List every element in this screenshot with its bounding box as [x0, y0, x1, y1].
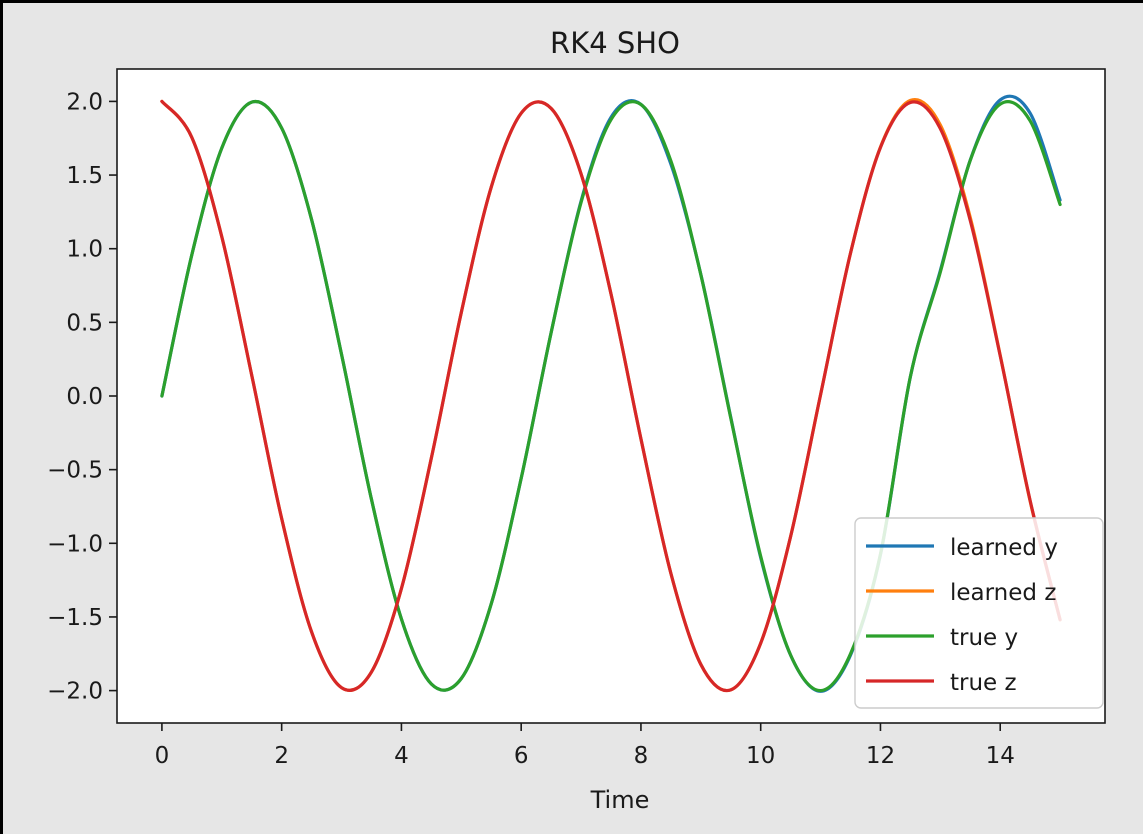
y-tick-label: 0.5	[66, 310, 103, 336]
y-tick-label: −1.0	[47, 531, 103, 557]
x-tick-label: 2	[274, 743, 289, 769]
y-tick-label: −0.5	[47, 458, 103, 484]
series-layer	[160, 94, 1062, 693]
y-tick-label: 1.0	[66, 237, 103, 263]
x-tick-label: 0	[155, 743, 170, 769]
x-tick-label: 4	[394, 743, 409, 769]
chart-title: RK4 SHO	[550, 26, 680, 60]
x-tick-label: 6	[514, 743, 529, 769]
legend-label: true y	[950, 625, 1018, 651]
y-tick-label: 2.0	[66, 89, 103, 115]
x-tick-label: 14	[986, 743, 1015, 769]
legend-box	[854, 517, 1104, 709]
series-line-true-y	[160, 99, 1062, 693]
y-axis: 2.0 1.5 1.0 0.5 0.0 −0.5 −1.0 −1.5 −2.0	[47, 89, 117, 705]
y-tick-label: 0.0	[66, 384, 103, 410]
legend: learned y learned z true y true z	[854, 517, 1104, 709]
x-tick-label: 10	[746, 743, 775, 769]
y-tick-label: −2.0	[47, 679, 103, 705]
x-axis-label: Time	[590, 786, 650, 814]
x-tick-label: 12	[866, 743, 895, 769]
legend-label: learned y	[950, 535, 1058, 561]
series-line-true-z	[160, 99, 1062, 693]
x-axis: 0 2 4 6 8 10 12 14	[155, 723, 1015, 769]
x-tick-label: 8	[634, 743, 649, 769]
y-tick-label: −1.5	[47, 605, 103, 631]
y-tick-label: 1.5	[66, 163, 103, 189]
legend-label: learned z	[950, 580, 1056, 606]
legend-label: true z	[950, 670, 1017, 696]
